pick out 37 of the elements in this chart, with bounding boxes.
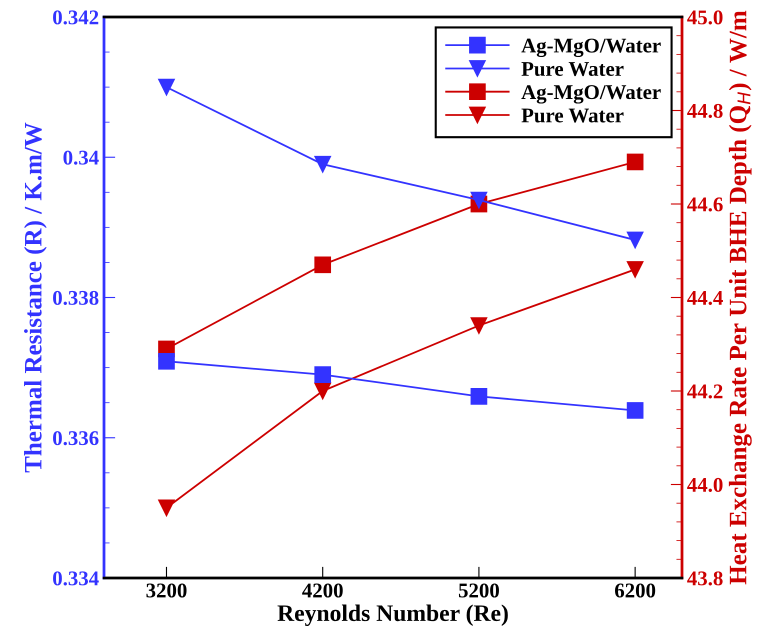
point <box>314 156 332 173</box>
x-tick-label: 3200 <box>146 583 187 598</box>
legend-label: Pure Water <box>522 62 624 76</box>
x-tick-label: 6200 <box>615 583 656 598</box>
point <box>470 388 488 405</box>
point <box>470 192 488 208</box>
point <box>626 154 644 170</box>
y2-tick-label: 44.6 <box>687 197 723 212</box>
y-tick-label: 0.342 <box>53 10 98 25</box>
point <box>314 366 332 383</box>
point <box>158 78 175 96</box>
point <box>158 352 175 370</box>
y-tick-label: 0.334 <box>53 571 99 586</box>
y2-tick-label: 45.0 <box>687 10 723 25</box>
y-axis-title: Thermal Resistance (R) / K.m/W <box>24 122 47 472</box>
x-tick-label: 5200 <box>458 583 499 598</box>
y2-tick-label: 44.4 <box>687 291 723 306</box>
y-tick-label: 0.338 <box>53 290 98 306</box>
y2-tick-label: 44.0 <box>687 478 723 492</box>
point <box>314 256 332 274</box>
point <box>470 317 488 334</box>
y2-axis-title: Heat Exchange Rate Per Unit BHE Depth (Q$_{H}$) / W/m <box>728 10 752 584</box>
point <box>314 382 332 400</box>
legend-label: Ag-MgO/Water <box>521 38 661 58</box>
y2-tick-label: 44.2 <box>687 384 722 399</box>
legend-label: Ag-MgO/Water <box>521 85 661 104</box>
y-tick-label: 0.34 <box>63 150 99 165</box>
legend-label: Pure Water <box>522 108 624 123</box>
point <box>626 402 644 419</box>
y-tick-label: 0.336 <box>53 431 99 446</box>
point <box>626 232 644 248</box>
y2-tick-label: 43.8 <box>687 571 723 586</box>
x-axis-title: Reynolds Number (Re) <box>278 604 508 626</box>
point <box>158 500 175 516</box>
y2-tick-label: 44.8 <box>687 104 723 118</box>
point <box>626 261 644 278</box>
x-tick-label: 4200 <box>302 583 343 598</box>
